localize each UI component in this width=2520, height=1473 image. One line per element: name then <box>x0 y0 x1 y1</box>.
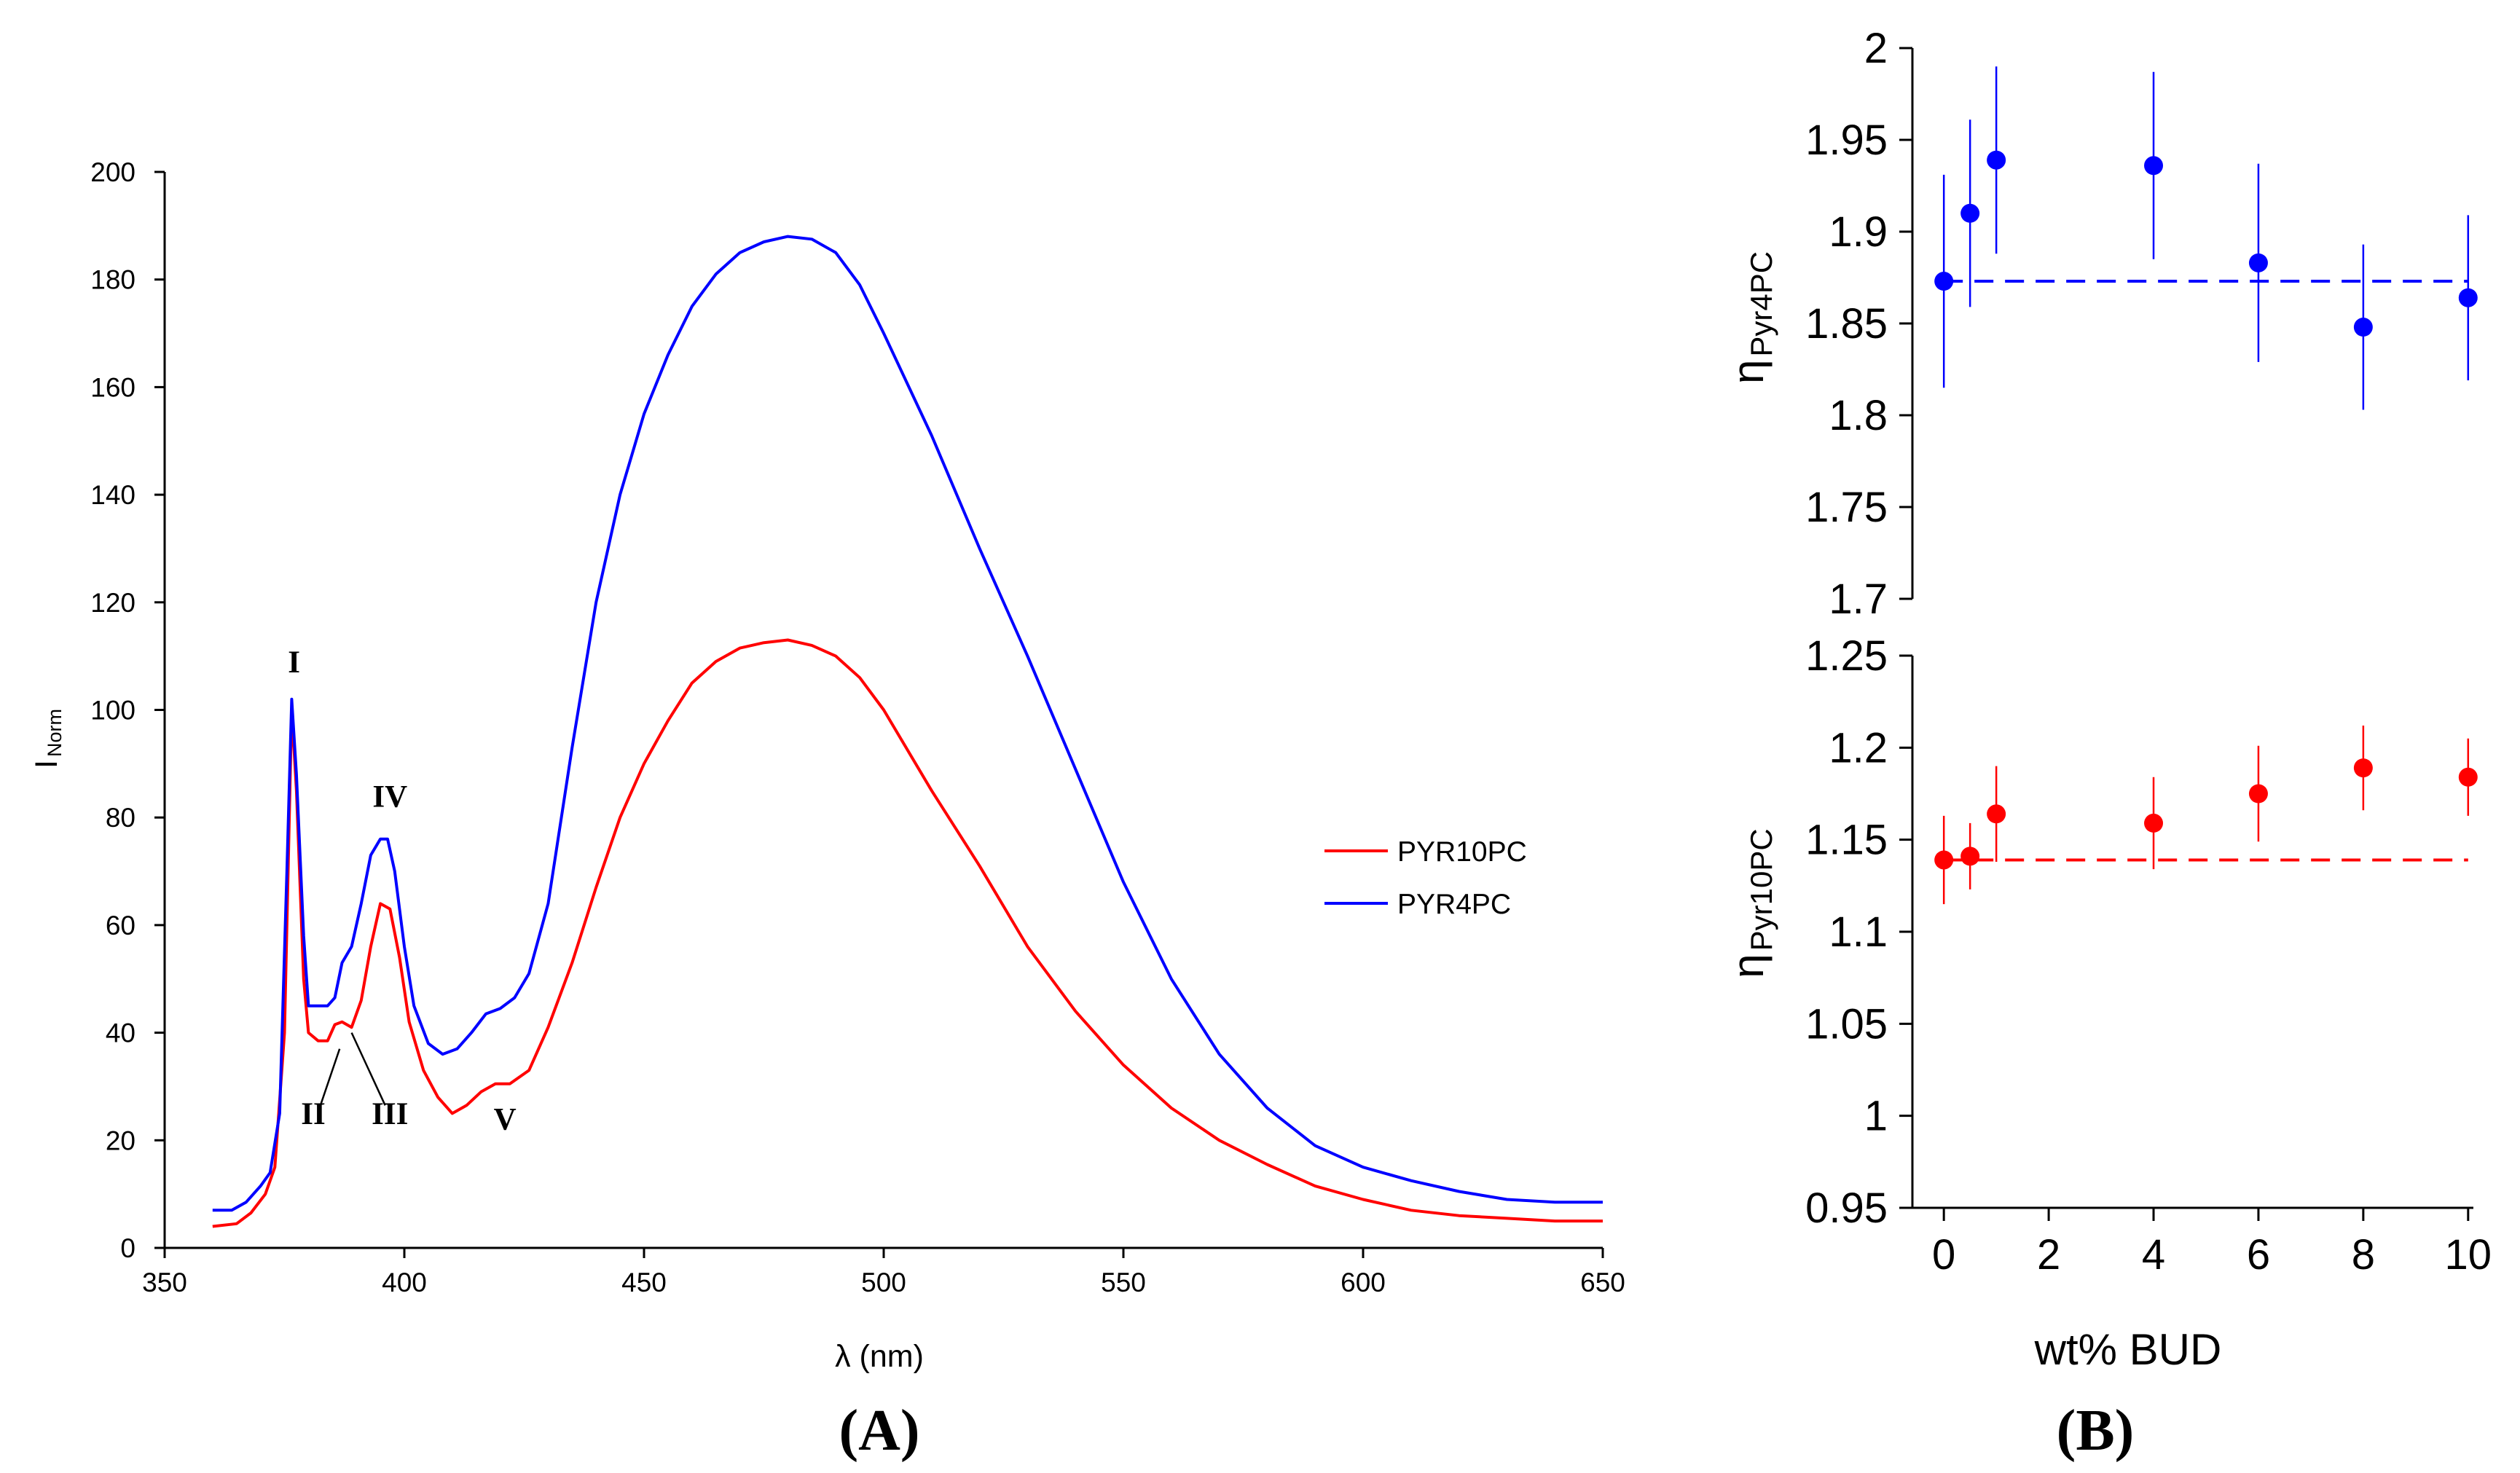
data-point-pyr4pc <box>1987 150 2006 170</box>
panel-a-x-tick-label: 650 <box>1580 1268 1625 1297</box>
panel-b-y-tick-label: 1.7 <box>1829 576 1888 623</box>
peak-iii-leader-line <box>350 1032 386 1106</box>
panel-a-y-tick-label: 120 <box>90 588 136 618</box>
panel-a-y-tick-label: 100 <box>90 696 136 726</box>
panel-b-y-tick-label: 1.15 <box>1805 817 1888 864</box>
panel-a-y-tick-label: 160 <box>90 372 136 402</box>
panel-a-y-tick-label: 80 <box>106 803 136 833</box>
panel-b-x-tick-label: 6 <box>2247 1231 2270 1278</box>
legend-label-pyr4pc: PYR4PC <box>1397 889 1511 920</box>
panel-b-y-tick-label: 1.2 <box>1829 724 1888 771</box>
panel-b-y-tick-label: 1.25 <box>1805 632 1888 680</box>
panel-b-top-y-axis-label: ηPyr4PC <box>1724 251 1778 384</box>
peak-label-i: I <box>288 645 300 680</box>
data-point-pyr10pc <box>1934 850 1954 870</box>
panel-b-x-tick-label: 10 <box>2445 1231 2492 1278</box>
panel-a-series <box>212 235 1603 1228</box>
panel-a-legend: PYR10PC PYR4PC <box>1324 836 1527 920</box>
panel-a-x-tick-label: 400 <box>382 1268 427 1297</box>
panel-b-y-tick-label: 1.05 <box>1805 1000 1888 1048</box>
panel-b-y-tick-label: 1.75 <box>1805 484 1888 531</box>
panel-b-y-tick-label: 1 <box>1864 1093 1888 1140</box>
data-point-pyr4pc <box>1960 203 1980 223</box>
panel-b-y-tick-label: 1.85 <box>1805 300 1888 347</box>
peak-ii-leader-line <box>319 1048 341 1106</box>
data-point-pyr10pc <box>2458 767 2478 787</box>
panel-b-x-tick-label: 2 <box>2037 1231 2060 1278</box>
panel-a-x-tick-label: 350 <box>142 1268 187 1297</box>
panel-b-y-tick-label: 0.95 <box>1805 1185 1888 1232</box>
panel-b-bottom-y-axis-label: ηPyr10PC <box>1724 828 1778 978</box>
data-point-pyr10pc <box>1987 804 2006 824</box>
panel-b-x-axis: 0 2 4 6 8 10 <box>1912 1206 2492 1278</box>
data-point-pyr4pc <box>2458 288 2478 307</box>
panel-a-x-tick-label: 550 <box>1101 1268 1146 1297</box>
panel-b-x-tick-label: 8 <box>2352 1231 2375 1278</box>
series-line-pyr4pc <box>212 235 1603 1212</box>
data-point-pyr4pc <box>2248 253 2268 272</box>
data-point-pyr10pc <box>1960 847 1980 866</box>
panel-a-y-tick-label: 0 <box>120 1233 136 1263</box>
data-point-pyr4pc <box>2144 156 2164 176</box>
peak-label-v: V <box>494 1103 517 1137</box>
panel-b-label: (B) <box>2057 1399 2135 1463</box>
peak-label-iv: IV <box>372 779 407 814</box>
data-point-pyr4pc <box>1934 272 1954 291</box>
panel-b-x-tick-label: 4 <box>2142 1231 2165 1278</box>
panel-a-y-ticks: 0 20 40 60 80 100 120 140 160 180 200 <box>90 157 165 1263</box>
panel-a-y-tick-label: 60 <box>106 911 136 940</box>
panel-a-x-tick-label: 450 <box>621 1268 667 1297</box>
panel-a-y-tick-label: 40 <box>106 1018 136 1048</box>
panel-b-x-tick-label: 0 <box>1932 1231 1955 1278</box>
data-point-pyr10pc <box>2353 758 2373 778</box>
series-line-pyr10pc <box>212 638 1603 1228</box>
legend-label-pyr10pc: PYR10PC <box>1397 836 1527 868</box>
panel-b-bottom-subplot: 0.95 1 1.05 1.1 1.15 1.2 1.25 <box>1805 632 2478 1232</box>
panel-b-viscosity-chart: 1.7 1.75 1.8 1.85 1.9 1.95 2 0.95 1 1.05 1.1 1.15 1… <box>1724 25 2492 1463</box>
panel-a-x-axis-label: λ (nm) <box>835 1339 924 1374</box>
panel-b-y-tick-label: 1.95 <box>1805 117 1888 164</box>
data-point-pyr10pc <box>2144 813 2164 833</box>
panel-a-y-tick-label: 20 <box>106 1126 136 1155</box>
panel-a-x-tick-label: 500 <box>861 1268 906 1297</box>
data-point-pyr10pc <box>2248 784 2268 804</box>
panel-a-x-ticks: 350 400 450 500 550 600 650 <box>142 1248 1625 1297</box>
panel-b-y-tick-label: 1.9 <box>1829 208 1888 256</box>
panel-b-y-tick-label: 1.1 <box>1829 908 1888 956</box>
panel-b-x-axis-label: wt% BUD <box>2034 1325 2222 1374</box>
panel-a-label: (A) <box>839 1399 919 1463</box>
data-point-pyr4pc <box>2353 318 2373 337</box>
panel-a-x-tick-label: 600 <box>1341 1268 1386 1297</box>
panel-a-spectrum-chart: 350 400 450 500 550 600 650 0 20 40 60 80 100 120 140… <box>29 157 1625 1463</box>
peak-label-iii: III <box>372 1097 408 1131</box>
panel-a-y-axis-label: INorm <box>29 709 66 769</box>
panel-a-y-tick-label: 200 <box>90 157 136 187</box>
panel-b-top-subplot: 1.7 1.75 1.8 1.85 1.9 1.95 2 <box>1805 25 2478 623</box>
panel-a-y-tick-label: 140 <box>90 480 136 510</box>
panel-b-y-tick-label: 2 <box>1864 25 1888 72</box>
panel-a-y-tick-label: 180 <box>90 265 136 295</box>
panel-b-y-tick-label: 1.8 <box>1829 392 1888 439</box>
